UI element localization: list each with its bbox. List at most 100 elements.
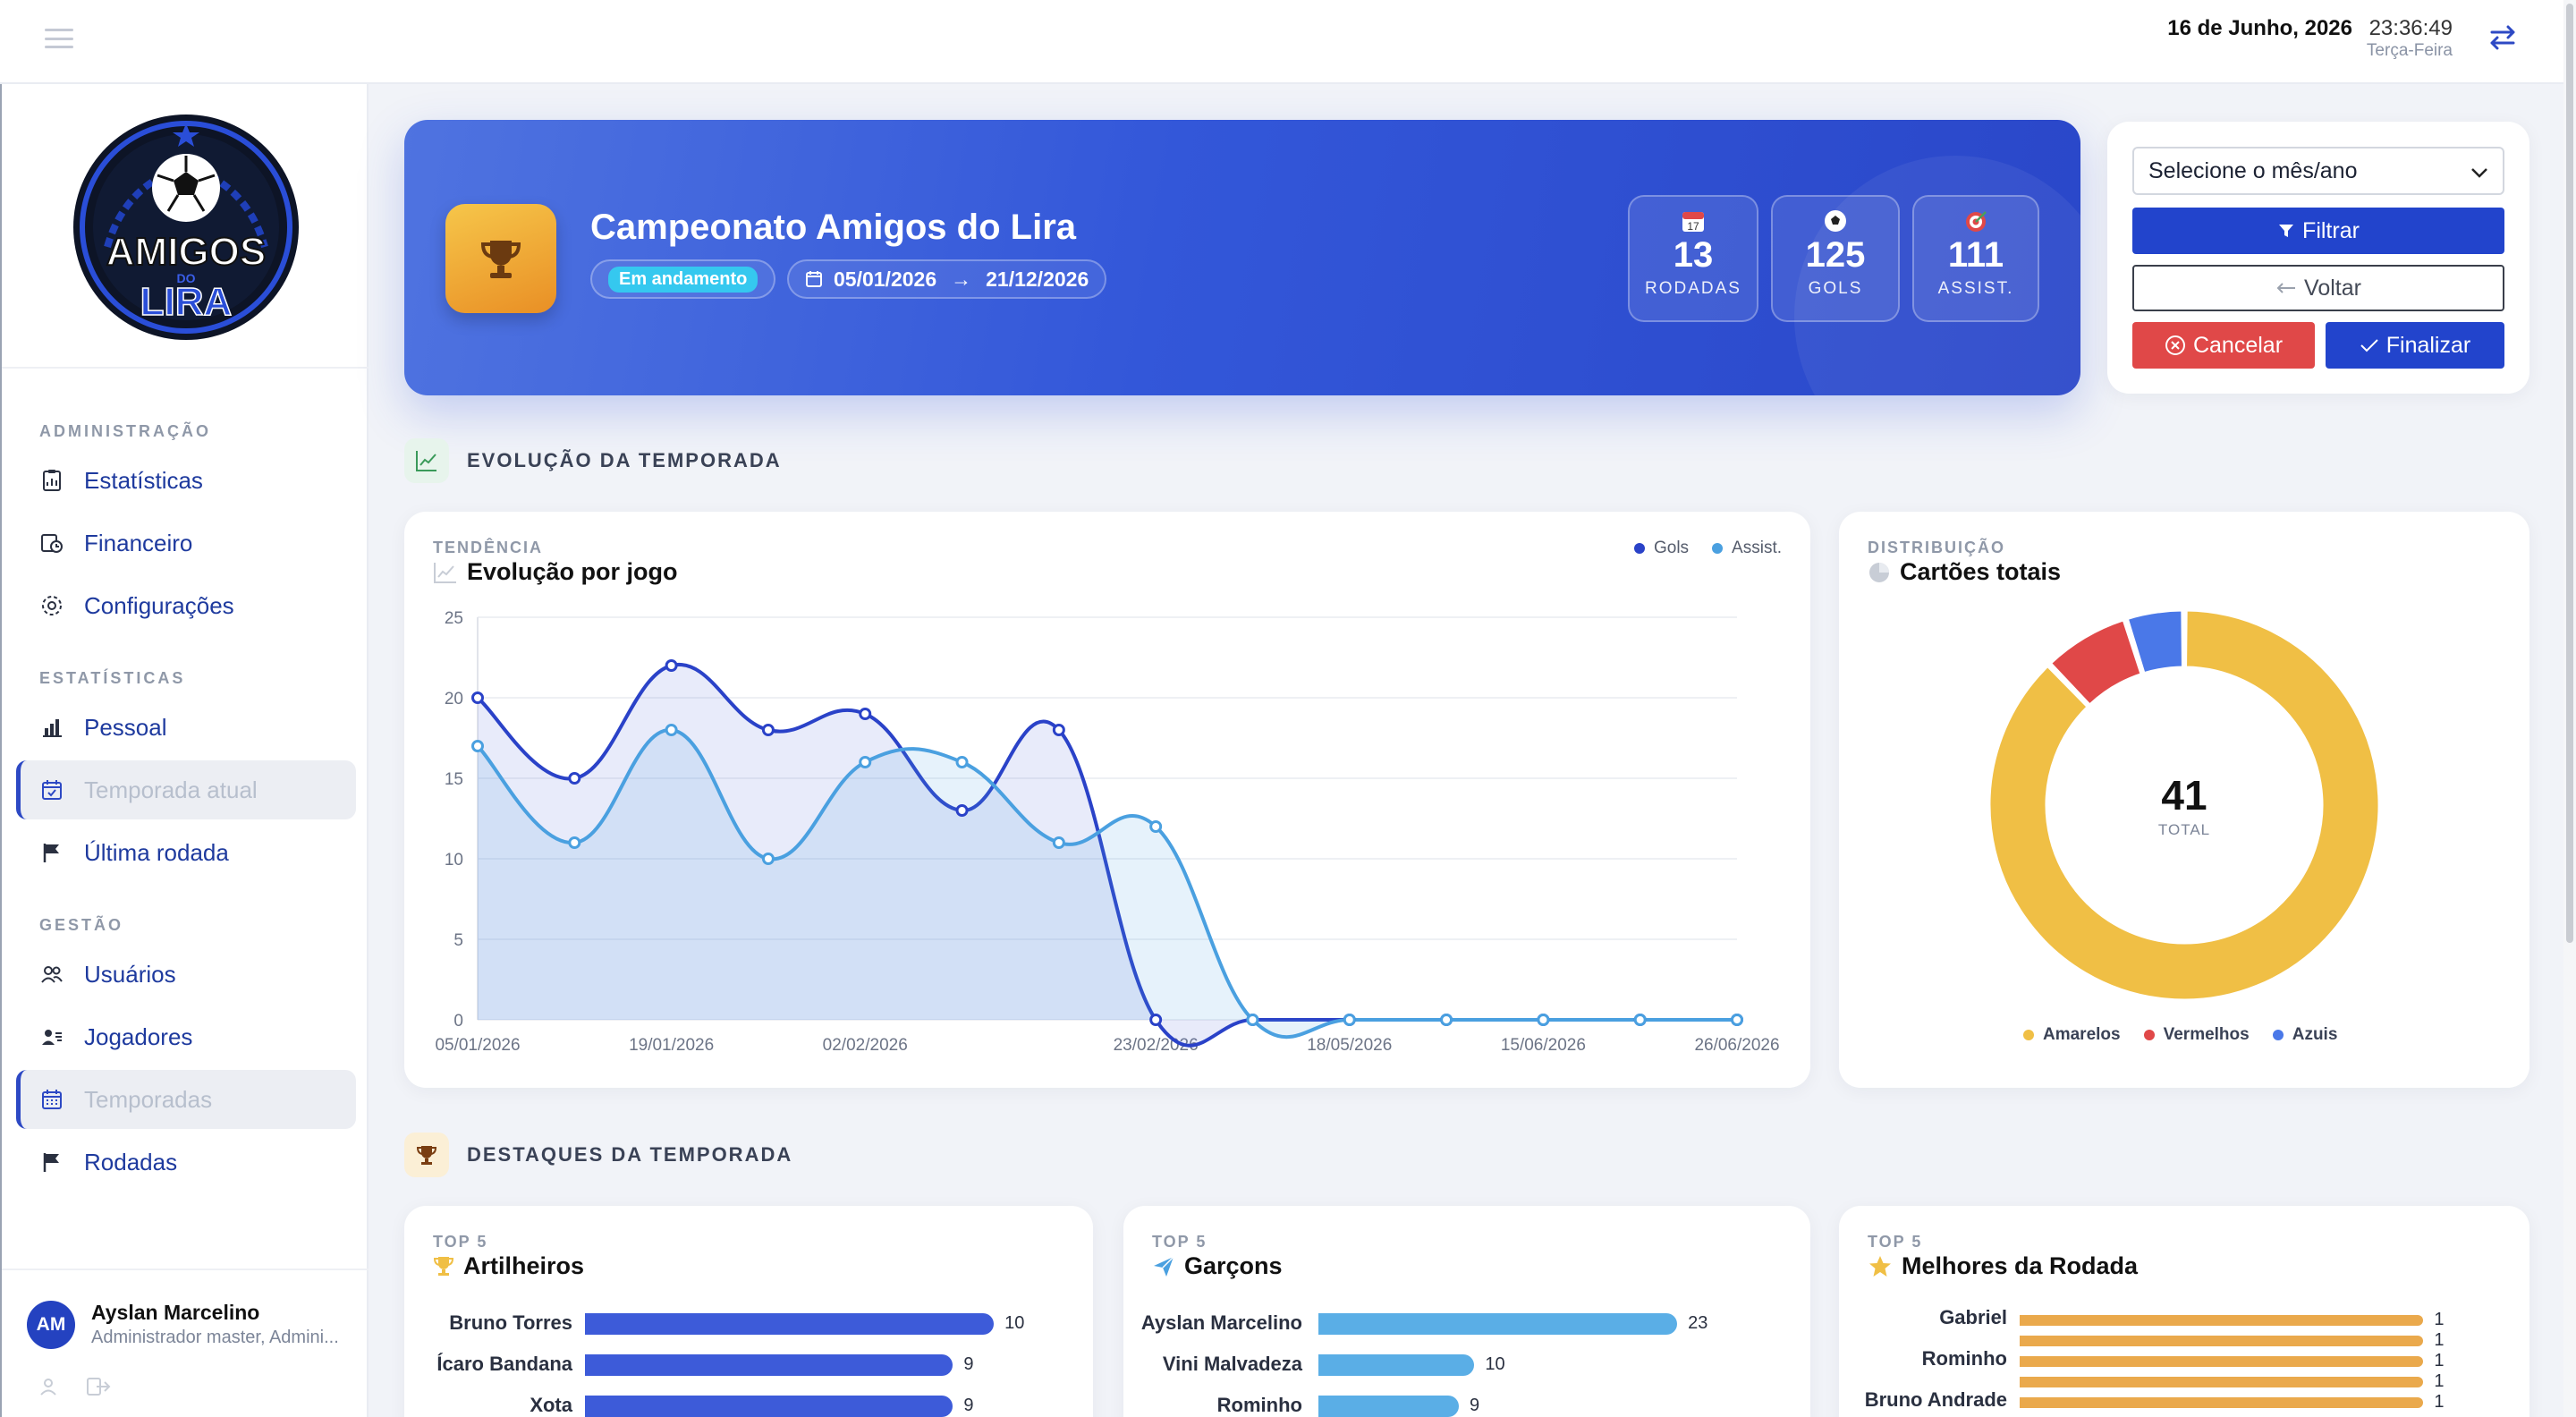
bar[interactable] — [2020, 1397, 2424, 1408]
section-title: EVOLUÇÃO DA TEMPORADA — [467, 449, 782, 471]
season-banner: Campeonato Amigos do Lira Em andamento 0… — [404, 120, 2080, 395]
cancel-button[interactable]: Cancelar — [2132, 322, 2315, 369]
bar[interactable] — [2020, 1315, 2424, 1326]
current-weekday: Terça-Feira — [2366, 41, 2453, 60]
slice-amarelos[interactable] — [1987, 608, 2381, 1002]
series-gols-point[interactable] — [568, 772, 581, 785]
series-gols-point[interactable] — [1149, 1014, 1163, 1026]
sidebar-item-financeiro[interactable]: Financeiro — [16, 513, 356, 573]
sidebar-item-label: Última rodada — [84, 838, 229, 866]
bar-label: Vini Malvadeza — [1162, 1353, 1302, 1375]
month-select[interactable]: Selecione o mês/ano — [2132, 147, 2504, 195]
top-scorers-card: TOP 5 Artilheiros Bruno Torres 10 Ícaro Ba… — [404, 1206, 1093, 1417]
trophy-icon — [404, 1133, 449, 1177]
sidebar-item-jogadores[interactable]: Jogadores — [16, 1007, 356, 1066]
series-assist-point[interactable] — [1343, 1014, 1356, 1026]
swap-arrows-icon[interactable] — [2485, 20, 2521, 55]
check-icon — [2360, 338, 2379, 352]
user-name: Ayslan Marcelino — [91, 1301, 260, 1324]
bar[interactable] — [585, 1396, 953, 1417]
card-kicker: TOP 5 — [1868, 1233, 1923, 1251]
bar[interactable] — [1318, 1396, 1459, 1417]
sidebar-item-pessoal[interactable]: Pessoal — [16, 698, 356, 757]
id-card-icon — [39, 1024, 64, 1049]
current-time: 23:36:49 — [2368, 16, 2453, 40]
top-assists-chart: Ayslan Marcelino 23 Vini Malvadeza 10 Rominh… — [1123, 1206, 1810, 1417]
logo-area: AMIGOS DO LIRA — [2, 84, 369, 369]
series-assist-point[interactable] — [955, 756, 969, 768]
series-assist-point[interactable] — [761, 853, 775, 865]
star-icon — [1868, 1254, 1893, 1279]
filter-button[interactable]: Filtrar — [2132, 208, 2504, 254]
flag-icon — [39, 1150, 64, 1175]
sidebar-item-estatisticas[interactable]: Estatísticas — [16, 451, 356, 510]
series-assist-point[interactable] — [1731, 1014, 1743, 1026]
logout-icon[interactable] — [86, 1376, 111, 1402]
top-scorers-chart: Bruno Torres 10 Ícaro Bandana 9 Xota 9 — [404, 1206, 1093, 1417]
slice-vermelhos[interactable] — [2048, 617, 2143, 708]
bar[interactable] — [2020, 1336, 2424, 1346]
series-assist-point[interactable] — [665, 724, 678, 736]
sidebar-item-label: Configurações — [84, 591, 234, 619]
series-gols-point[interactable] — [1052, 724, 1065, 736]
filter-panel: Selecione o mês/ano Filtrar Voltar Cance… — [2107, 122, 2529, 394]
gear-icon — [39, 593, 64, 618]
avatar[interactable]: AM — [27, 1301, 75, 1349]
sidebar: AMIGOS DO LIRA ADMINISTRAÇÃO Estatística… — [0, 84, 369, 1417]
series-gols-point[interactable] — [761, 724, 775, 736]
user-role: Administrador master, Admini... — [91, 1328, 339, 1347]
hamburger-icon[interactable] — [45, 25, 73, 52]
sidebar-item-usuarios[interactable]: Usuários — [16, 945, 356, 1004]
series-gols-point[interactable] — [955, 804, 969, 817]
series-assist-point[interactable] — [859, 756, 872, 768]
sidebar-item-configuracoes[interactable]: Configurações — [16, 576, 356, 635]
page-scrollbar[interactable] — [2563, 0, 2576, 1417]
x-tick-label: 18/05/2026 — [1307, 1036, 1392, 1055]
profile-icon[interactable] — [38, 1376, 59, 1402]
bar-value: 1 — [2434, 1330, 2445, 1350]
finish-button[interactable]: Finalizar — [2326, 322, 2504, 369]
bar[interactable] — [1318, 1313, 1678, 1335]
series-assist-point[interactable] — [1246, 1014, 1259, 1026]
bar-label: Xota — [530, 1394, 572, 1416]
series-assist-point[interactable] — [1440, 1014, 1453, 1026]
bar[interactable] — [585, 1313, 995, 1335]
sidebar-item-label: Temporadas — [84, 1085, 213, 1113]
series-assist-point[interactable] — [471, 740, 484, 752]
bar[interactable] — [2020, 1377, 2424, 1387]
legend-amarelos[interactable]: Amarelos — [2023, 1025, 2121, 1045]
series-gols-point[interactable] — [859, 708, 872, 720]
trend-chart: 0 5 10 15 20 25 05/01/2026 19/01/2026 02/02/2026… — [435, 609, 1779, 1055]
legend-vermelhos[interactable]: Vermelhos — [2143, 1025, 2250, 1045]
back-button[interactable]: Voltar — [2132, 265, 2504, 311]
bar[interactable] — [1318, 1354, 1475, 1376]
sidebar-item-rodadas[interactable]: Rodadas — [16, 1133, 356, 1192]
sidebar-item-temporadas[interactable]: Temporadas — [16, 1070, 356, 1129]
start-date: 05/01/2026 — [834, 267, 937, 291]
series-assist-point[interactable] — [1633, 1014, 1647, 1026]
stat-assist: 111 ASSIST. — [1912, 195, 2039, 322]
series-assist-point[interactable] — [1537, 1014, 1550, 1026]
bar[interactable] — [2020, 1356, 2424, 1367]
legend-assist[interactable]: Assist. — [1712, 539, 1782, 558]
series-assist-point[interactable] — [1052, 836, 1065, 849]
series-assist-point[interactable] — [568, 836, 581, 849]
bar[interactable] — [585, 1354, 953, 1376]
sidebar-item-ultima-rodada[interactable]: Última rodada — [16, 823, 356, 882]
series-assist-point[interactable] — [1149, 820, 1163, 833]
sidebar-item-temporada-atual[interactable]: Temporada atual — [16, 760, 356, 819]
series-gols-point[interactable] — [471, 692, 484, 704]
legend-azuis[interactable]: Azuis — [2272, 1025, 2337, 1045]
donut-legend: Amarelos Vermelhos Azuis — [2023, 1025, 2337, 1045]
series-gols-point[interactable] — [665, 659, 678, 672]
paper-plane-icon — [1152, 1255, 1175, 1278]
bar-value: 9 — [1469, 1396, 1480, 1415]
stat-label: RODADAS — [1645, 279, 1741, 298]
stat-value: 111 — [1947, 235, 2004, 275]
bar-value: 1 — [2434, 1392, 2445, 1412]
x-tick-label: 26/06/2026 — [1694, 1036, 1779, 1055]
section-highlights-header: DESTAQUES DA TEMPORADA — [404, 1133, 792, 1177]
scrollbar-thumb[interactable] — [2566, 4, 2573, 943]
slice-azuis[interactable] — [2125, 608, 2184, 675]
legend-gols[interactable]: Gols — [1633, 539, 1689, 558]
